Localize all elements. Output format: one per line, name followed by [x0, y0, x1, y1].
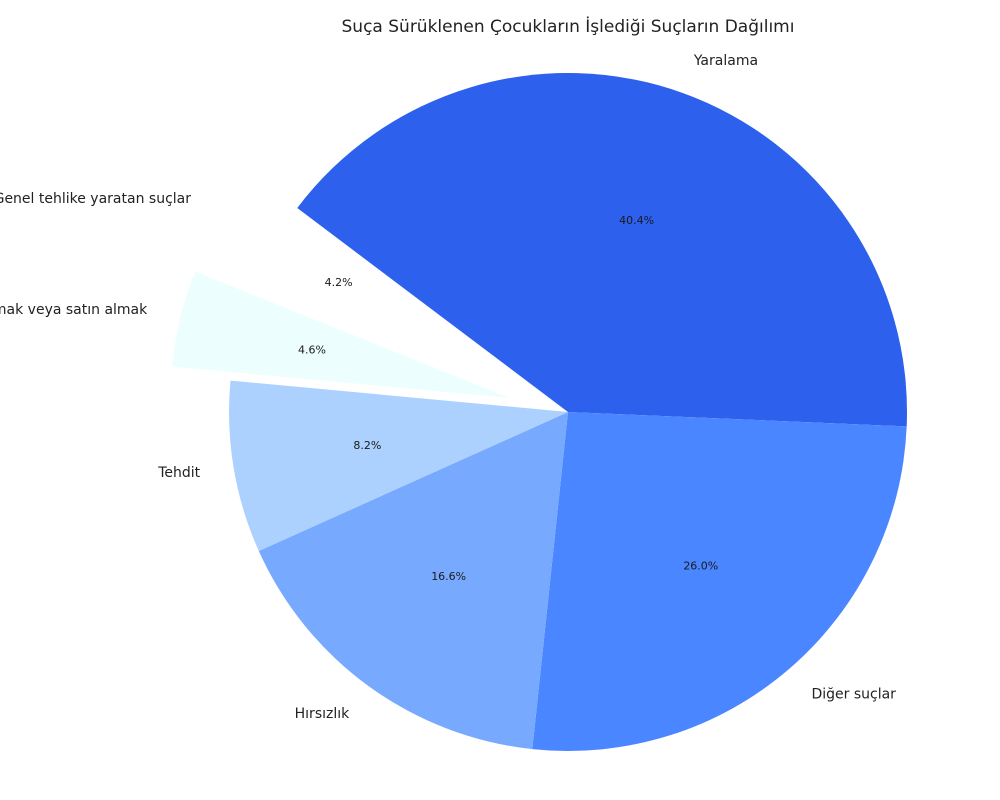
- percent-labels: 40.4% 26.0% 16.6% 8.2% 4.6% 4.2%: [298, 214, 718, 583]
- percent-label-yaralama: 40.4%: [619, 214, 654, 227]
- percent-label-genel-tehlike-yaratan-suclar: 4.2%: [325, 276, 353, 289]
- chart-title: Suça Sürüklenen Çocukların İşlediği Suçl…: [342, 16, 795, 37]
- category-label-diger-suclar: Diğer suçlar: [811, 686, 896, 702]
- percent-label-hirsizlik: 16.6%: [431, 570, 466, 583]
- category-label-genel-tehlike-yaratan-suclar: Genel tehlike yaratan suçlar: [0, 191, 191, 207]
- pie-slice-hirsizlik: [258, 412, 568, 750]
- category-label-yaralama: Yaralama: [693, 53, 758, 69]
- pie-slice-diger-suclar: [532, 412, 907, 751]
- percent-label-diger-suclar: 26.0%: [683, 560, 718, 573]
- percent-label-tehdit: 8.2%: [353, 439, 381, 452]
- pie-slice-genel-tehlike-yaratan-suclar: [201, 178, 516, 383]
- pie-slice-uyusturucu-veya-uyarici-madde-kullanmak-satmak-veya-satin-almak: [172, 271, 510, 398]
- category-label-hirsizlik: Hırsızlık: [295, 706, 350, 722]
- pie-slices: [172, 73, 907, 751]
- category-label-uyusturucu-veya-uyarici-madde-kullanmak-satmak-veya-satin-almak: Uyuşturucu veya uyarıcı madde kullanmak,…: [0, 302, 148, 318]
- percent-label-uyusturucu-veya-uyarici-madde-kullanmak-satmak-veya-satin-almak: 4.6%: [298, 344, 326, 357]
- category-labels: Yaralama Diğer suçlar Hırsızlık Tehdit Uyuşt…: [0, 53, 896, 722]
- pie-slice-yaralama: [297, 73, 907, 427]
- category-label-tehdit: Tehdit: [157, 465, 200, 481]
- pie-slice-tehdit: [229, 380, 569, 551]
